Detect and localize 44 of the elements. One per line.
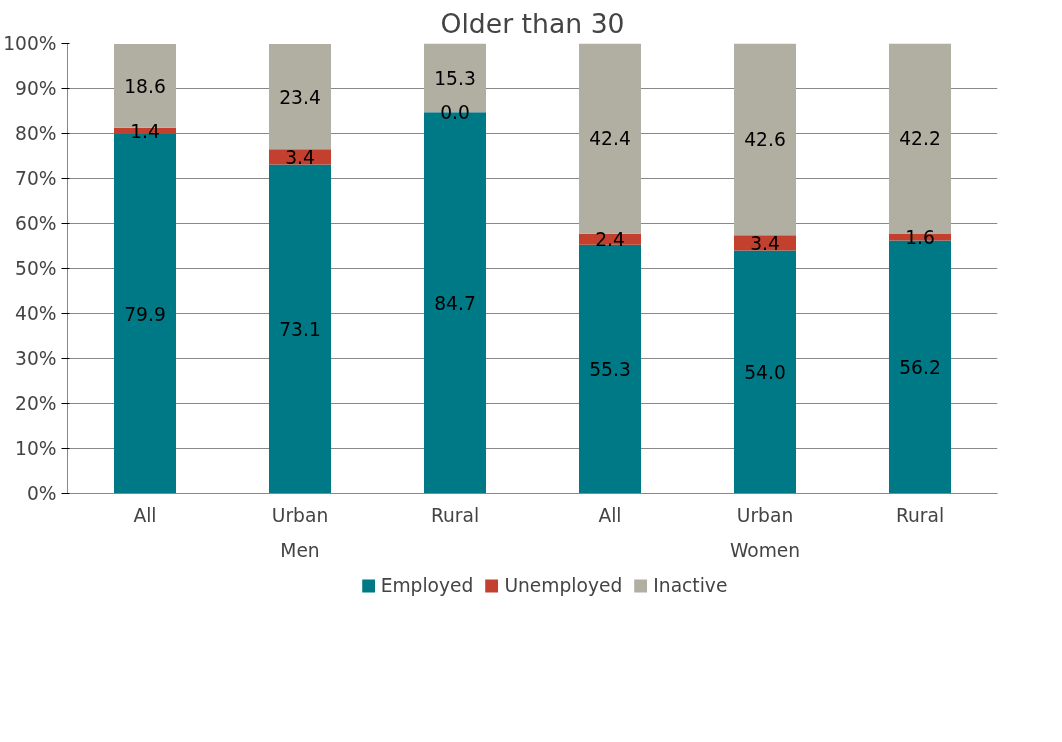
text: Men <box>280 539 320 561</box>
x-tick-label: All <box>598 504 622 526</box>
bar <box>269 164 331 494</box>
y-tick-label: 40% <box>15 303 57 324</box>
y-tick-label: 80% <box>15 123 57 144</box>
y-tick-label: 60% <box>15 213 57 234</box>
y-tick-label: 90% <box>15 78 57 99</box>
text: Women <box>729 539 801 561</box>
data-label: 79.9 <box>124 303 166 325</box>
bar <box>734 43 796 236</box>
data-label: 54.0 <box>744 362 786 383</box>
data-label: 3.4 <box>285 146 315 168</box>
data-label: 15.3 <box>434 67 476 89</box>
bar <box>579 244 641 494</box>
x-tick-label: All <box>133 504 157 526</box>
data-label: 84.7 <box>434 292 476 314</box>
y-tick-label: 20% <box>15 393 57 414</box>
data-label: 42.2 <box>899 128 941 150</box>
legend-label: Employed <box>380 574 474 596</box>
y-tick-label: 10% <box>15 438 57 459</box>
data-label: 23.4 <box>279 86 321 108</box>
data-label: 18.6 <box>124 75 166 97</box>
legend-label: Unemployed <box>504 574 623 596</box>
y-tick-label: 30% <box>15 348 57 369</box>
data-label: 73.1 <box>279 319 321 341</box>
data-label: 2.4 <box>595 229 625 251</box>
y-tick-label: 100% <box>3 33 57 54</box>
bar <box>734 250 796 494</box>
y-tick-label: 50% <box>15 258 57 279</box>
bar <box>579 43 641 234</box>
y-tick-label: 0% <box>26 483 57 504</box>
data-label: 42.6 <box>744 129 786 151</box>
y-tick-label: 70% <box>15 168 57 189</box>
x-tick-label: Urban <box>736 504 794 526</box>
x-tick-label: Rural <box>430 504 480 526</box>
x-tick-label: Urban <box>271 504 329 526</box>
x-tick-label: Rural <box>895 504 945 526</box>
data-label: 42.4 <box>589 128 631 150</box>
chart-title: Older than 30 <box>440 7 625 39</box>
data-label: 55.3 <box>589 359 631 381</box>
bar <box>269 43 331 150</box>
legend-label: Inactive <box>653 574 728 596</box>
data-label: 56.2 <box>899 357 941 379</box>
data-label: 3.4 <box>750 232 780 254</box>
